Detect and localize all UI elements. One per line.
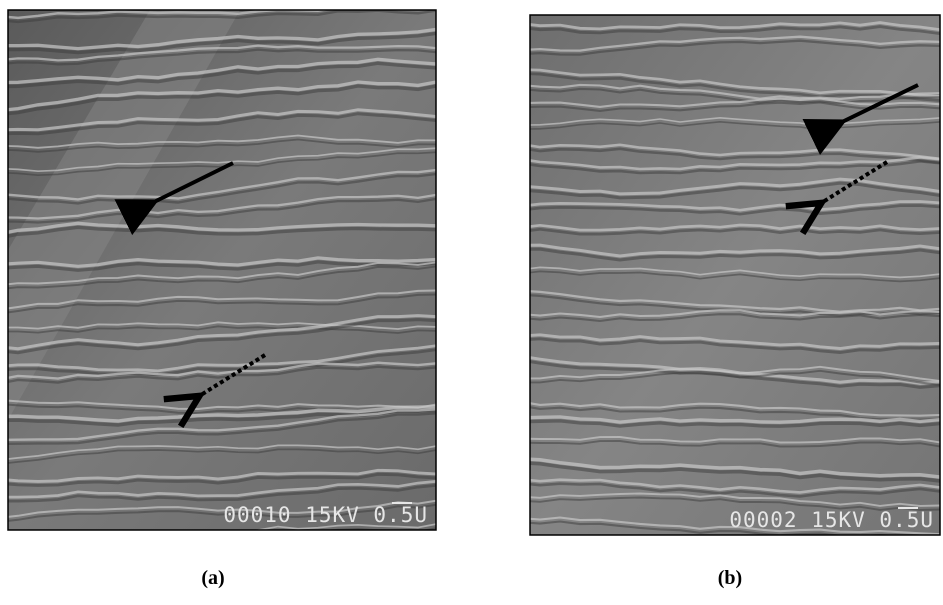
ridge (520, 543, 940, 552)
image-stamp: 00010 15KV 0.5U (223, 503, 428, 527)
sem-image-a (0, 6, 438, 569)
page: {"panels": [ {"stamp": "00010 15KV 0.5U"… (0, 0, 943, 605)
ridge (0, 553, 438, 565)
image-stamp: 00002 15KV 0.5U (729, 508, 934, 532)
sem-image-b (520, 15, 940, 580)
figure: 00010 15KV 0.5U 00002 15KV 0.5U (a) (b) (0, 0, 943, 605)
caption: (b) (718, 567, 742, 589)
caption: (a) (201, 567, 224, 589)
ridge-shadow (520, 547, 940, 556)
